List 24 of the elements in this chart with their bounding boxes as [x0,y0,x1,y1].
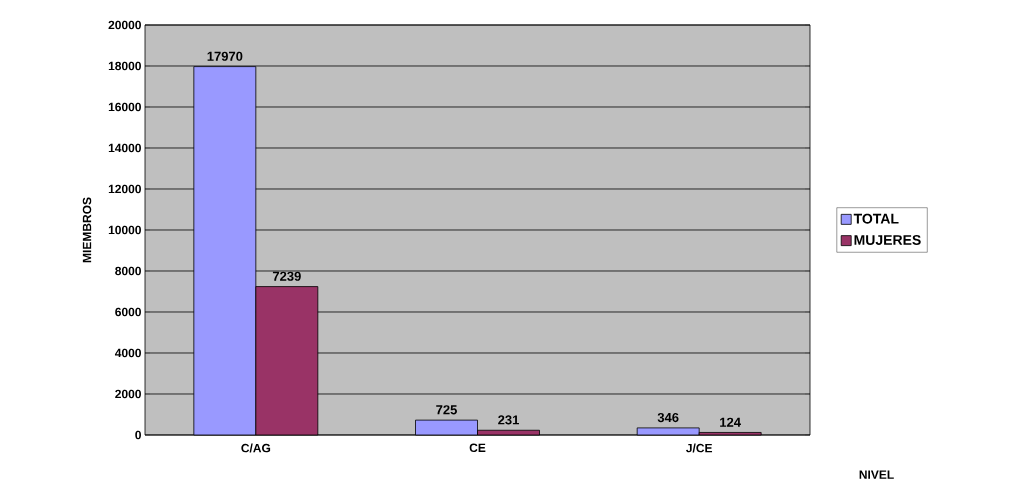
y-axis-title: MIEMBROS [82,197,92,263]
y-tick-label: 12000 [108,184,141,194]
y-tick-label: 8000 [115,266,141,276]
legend-label: MUJERES [854,234,921,245]
y-tick-label: 0 [135,430,141,440]
y-tick-label: 4000 [114,348,141,358]
data-label: 231 [498,415,519,425]
y-tick-label: 18000 [108,61,141,71]
data-label: 346 [657,412,679,423]
x-tick-label: J/CE [686,443,713,453]
y-tick-label: 2000 [115,389,141,399]
x-tick-label: C/AG [241,443,271,453]
legend-label: TOTAL [853,213,899,224]
data-label: 17970 [207,51,243,61]
data-label: 7239 [272,271,301,281]
y-tick-label: 16000 [108,102,141,112]
y-tick-label: 10000 [108,225,141,235]
data-label: 124 [720,417,741,427]
y-tick-label: 20000 [108,20,141,30]
y-tick-label: 6000 [115,307,141,317]
x-tick-label: CE [469,443,486,453]
data-label: 725 [436,405,457,415]
x-axis-title: NIVEL [859,470,894,479]
y-tick-label: 14000 [108,143,141,153]
